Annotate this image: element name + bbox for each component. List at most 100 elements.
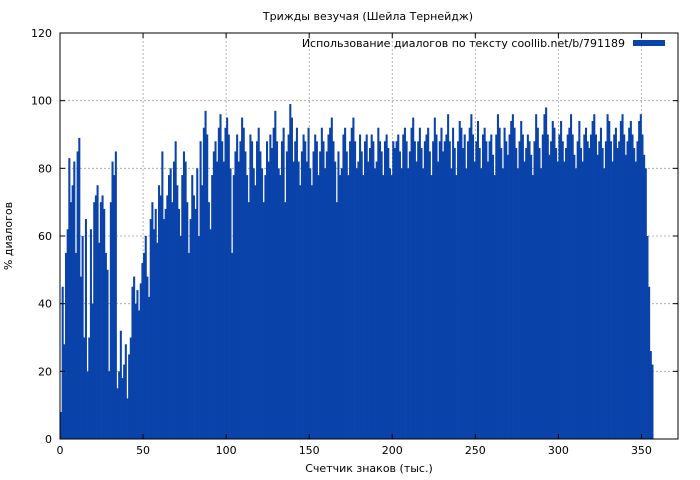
bar: [611, 161, 614, 439]
bar: [108, 371, 111, 439]
bar: [169, 168, 172, 439]
bar: [460, 127, 463, 439]
bar: [553, 127, 556, 439]
bar: [518, 141, 521, 439]
bar: [636, 141, 639, 439]
bar: [151, 202, 154, 439]
bar: [531, 175, 534, 439]
bar: [131, 286, 134, 439]
bar: [586, 141, 589, 439]
bar: [69, 202, 73, 439]
bar: [443, 141, 446, 439]
bar: [649, 351, 652, 439]
bar: [584, 127, 588, 439]
bar: [468, 127, 471, 439]
bar: [644, 168, 647, 439]
bar: [266, 141, 269, 439]
bar: [380, 151, 383, 440]
bar: [104, 252, 107, 439]
bar: [550, 141, 553, 439]
bar: [242, 127, 245, 439]
bar: [486, 161, 490, 439]
bar: [606, 114, 609, 439]
bar: [613, 134, 616, 439]
bar: [61, 286, 64, 439]
bar: [167, 175, 171, 439]
bar: [98, 242, 101, 439]
bar: [257, 127, 260, 439]
bar: [124, 344, 127, 439]
bar: [275, 141, 279, 439]
bar: [483, 127, 486, 439]
bar: [498, 127, 501, 439]
bar: [192, 195, 195, 439]
bar: [259, 151, 262, 440]
bar: [516, 168, 519, 439]
bar: [224, 127, 227, 439]
bar: [184, 161, 187, 439]
bar: [171, 202, 174, 439]
bar: [362, 175, 365, 439]
bar: [445, 134, 448, 439]
bar: [315, 141, 318, 439]
bar: [297, 161, 300, 439]
bar: [521, 134, 524, 439]
bars: [60, 104, 654, 440]
bar: [335, 202, 338, 439]
bar: [458, 120, 461, 439]
bar: [571, 134, 574, 439]
bar: [417, 141, 420, 439]
bar: [81, 236, 84, 439]
bar: [392, 141, 395, 439]
bar: [450, 168, 453, 439]
bar: [463, 134, 466, 439]
bar: [619, 120, 622, 439]
bar: [467, 141, 470, 439]
x-tick-label: 250: [465, 444, 486, 457]
bar: [139, 283, 142, 439]
bar: [453, 148, 456, 439]
bar: [153, 229, 156, 439]
bar: [101, 195, 104, 439]
bar: [337, 151, 340, 440]
bar: [129, 337, 132, 439]
bar: [566, 134, 569, 439]
y-tick-label: 120: [31, 27, 52, 40]
bar: [598, 141, 601, 439]
bar: [350, 127, 353, 439]
bar: [234, 151, 237, 440]
bar: [118, 371, 121, 439]
bar: [71, 185, 74, 439]
y-axis-label: % диалогов: [2, 202, 15, 270]
bar: [349, 141, 352, 439]
bar: [369, 148, 372, 439]
bar: [66, 229, 69, 439]
bar: [123, 364, 126, 439]
bar: [329, 127, 332, 439]
bar: [506, 154, 509, 440]
bar: [309, 168, 312, 439]
bar: [570, 114, 573, 439]
bar: [269, 134, 272, 439]
bar: [480, 168, 483, 439]
bar: [339, 175, 342, 439]
bar: [430, 175, 433, 439]
bar: [121, 378, 124, 439]
bar: [154, 208, 157, 439]
bar: [579, 148, 583, 439]
bar: [378, 141, 382, 439]
bar: [292, 161, 295, 439]
bar: [251, 141, 254, 439]
bar: [591, 120, 594, 439]
bar: [287, 134, 290, 439]
bar: [144, 236, 147, 439]
legend-swatch: [633, 40, 665, 46]
bar: [407, 168, 410, 439]
bar: [540, 168, 543, 439]
bar: [295, 127, 298, 439]
bar: [626, 141, 629, 439]
bar: [277, 168, 280, 439]
bar: [608, 120, 611, 439]
bar: [134, 303, 137, 439]
bar: [91, 303, 94, 439]
